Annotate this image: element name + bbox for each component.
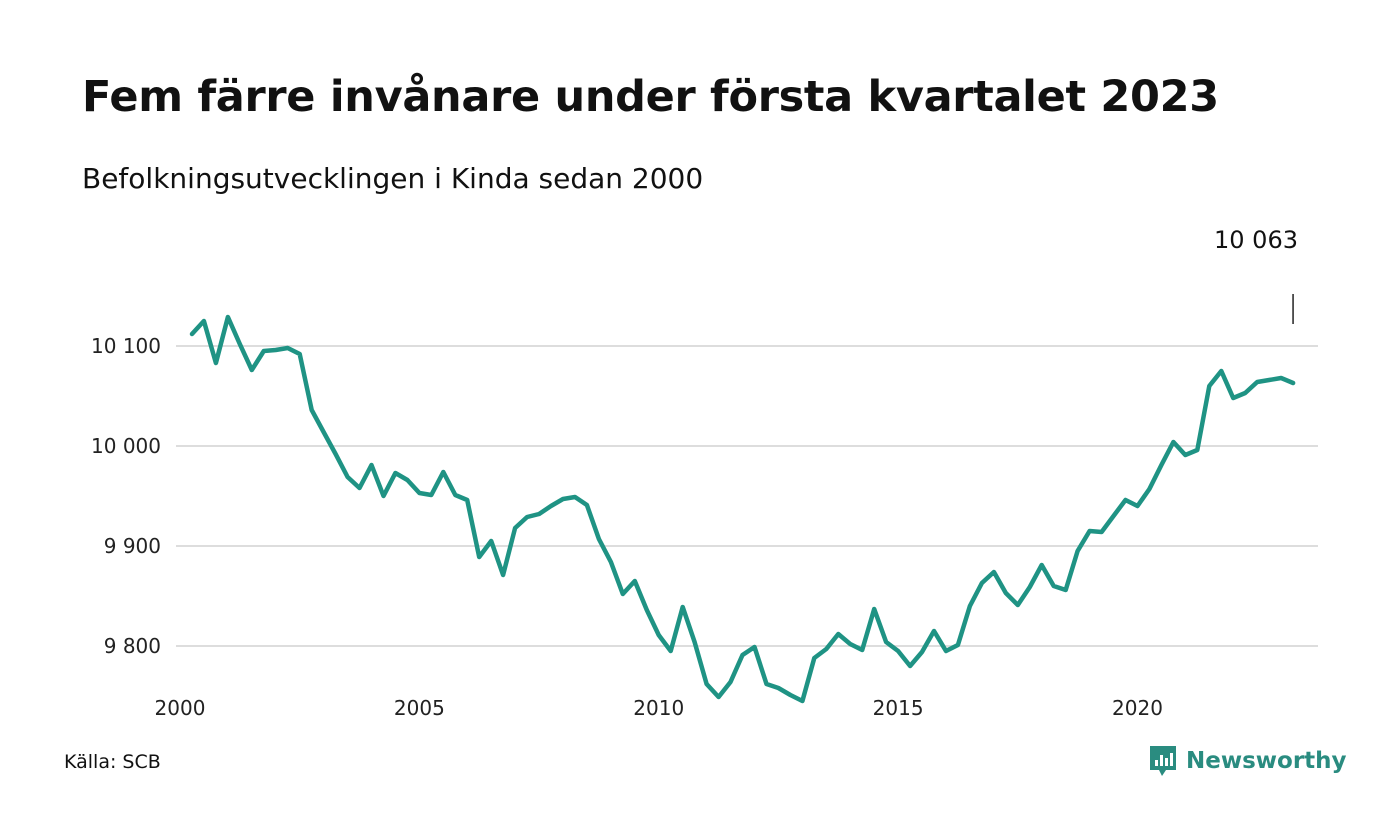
x-tick-label: 2015 — [873, 696, 924, 720]
x-axis-ticks: 2000 2005 2010 2015 2020 — [155, 696, 1163, 720]
y-tick-label: 9 800 — [104, 634, 161, 658]
last-value-label: 10 063 — [1214, 226, 1298, 254]
newsworthy-logo-icon — [1150, 746, 1176, 776]
y-axis-ticks: 9 800 9 900 10 000 10 100 — [91, 334, 161, 658]
series-layer — [189, 314, 1296, 704]
last-value-annotation: 10 063 — [1214, 226, 1298, 324]
chart-subtitle: Befolkningsutvecklingen i Kinda sedan 20… — [82, 162, 704, 195]
y-tick-label: 10 100 — [91, 334, 161, 358]
brand-name: Newsworthy — [1186, 748, 1347, 774]
grid-lines — [176, 345, 1318, 647]
x-tick-label: 2020 — [1112, 696, 1163, 720]
series-line-0 — [189, 314, 1296, 704]
y-tick-label: 9 900 — [104, 534, 161, 558]
brand-logo: Newsworthy — [1148, 744, 1347, 778]
chart-title: Fem färre invånare under första kvartale… — [82, 72, 1219, 122]
x-tick-label: 2010 — [633, 696, 684, 720]
y-tick-label: 10 000 — [91, 434, 161, 458]
x-tick-label: 2005 — [394, 696, 445, 720]
source-note: Källa: SCB — [64, 751, 161, 773]
x-tick-label: 2000 — [155, 696, 206, 720]
